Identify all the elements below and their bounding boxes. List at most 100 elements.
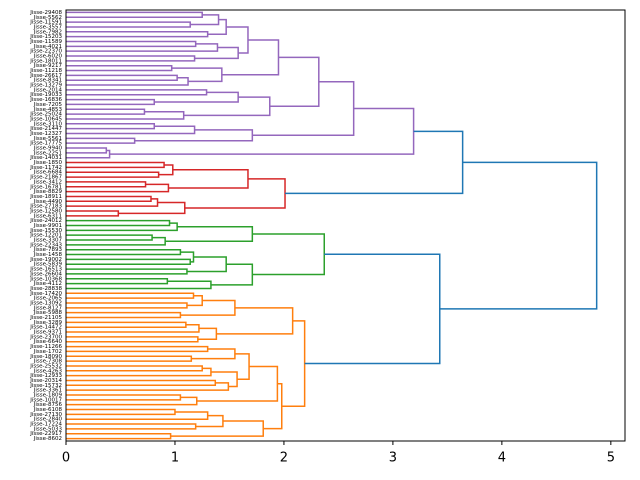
link: [66, 183, 170, 193]
link: [66, 98, 156, 106]
leaf-label: Jisse-16836: [29, 97, 62, 103]
link: [66, 55, 196, 62]
leaf-label: Jisse-21447: [29, 126, 62, 132]
link: [190, 14, 220, 26]
leaf-label: Jisse-1458: [33, 252, 63, 258]
link: [66, 137, 136, 144]
link: [66, 278, 169, 285]
leaf-label: Jisse-2065: [33, 296, 63, 302]
leaf-label: Jisse-14031: [29, 155, 62, 161]
leaf-label: Jisse-4112: [33, 281, 62, 287]
leaf-label: Jisse-9217: [33, 63, 63, 69]
link: [154, 91, 239, 103]
leaf-label: Jisse-25024: [29, 112, 62, 118]
link: [66, 198, 159, 207]
link: [66, 110, 185, 120]
link: [210, 263, 254, 286]
link: [66, 43, 219, 52]
link: [165, 225, 254, 242]
link: [66, 147, 108, 154]
leaf-label: Jisse-5839: [33, 262, 63, 268]
leaf-label: Jisse-17224: [29, 422, 62, 428]
leaf-label: Jisse-18011: [29, 58, 62, 64]
link: [252, 81, 355, 137]
leaf-label: Jisse-23700: [29, 334, 62, 340]
link: [216, 307, 294, 335]
link: [168, 169, 249, 189]
leaf-label: Jisse-26617: [29, 73, 62, 79]
leaf-label: Jisse-15732: [29, 383, 62, 389]
leaf-label: Jisse-9940: [33, 146, 63, 152]
leaf-label: Jisse-12201: [29, 233, 62, 239]
leaf-label: Jisse-5988: [33, 310, 63, 316]
leaf-label: Jisse-8341: [33, 78, 62, 84]
leaf-label: Jisse-8829: [33, 189, 63, 195]
link: [186, 294, 203, 307]
link: [66, 181, 147, 188]
x-tick-label: 0: [62, 451, 70, 466]
leaf-label: Jisse-2251: [33, 150, 62, 156]
leaf-label: Jisse-14472: [29, 325, 62, 331]
leaf-label: Jisse-10645: [29, 116, 62, 122]
leaf-label: Jisse-22370: [29, 49, 62, 55]
link: [66, 379, 217, 387]
link: [304, 253, 441, 365]
leaf-label: Jisse-17775: [29, 141, 62, 147]
leaf-label: Jisse-5562: [33, 15, 62, 21]
link: [183, 96, 271, 117]
leaf-label: Jisse-18090: [29, 354, 62, 360]
link: [66, 324, 200, 333]
link: [66, 394, 182, 401]
leaf-label: Jisse-1702: [33, 349, 62, 355]
leaf-label: Jisse-5561: [33, 136, 62, 142]
link: [66, 171, 160, 178]
link: [66, 411, 209, 420]
link: [66, 345, 209, 353]
leaf-label: Jisse-24012: [29, 218, 62, 224]
leaf-label: Jisse-3289: [33, 320, 63, 326]
leaf-label: Jisse-6640: [33, 339, 63, 345]
leaf-label: Jisse-17420: [29, 291, 62, 297]
leaf-label: Jisse-1850: [33, 160, 63, 166]
link: [180, 251, 195, 263]
leaf-label: Jisse-2840: [33, 417, 63, 423]
link: [285, 130, 464, 195]
leaf-label: Jisse-15203: [29, 34, 62, 40]
leaf-label: Jisse-2014: [33, 87, 63, 93]
leaf-label: Jisse-13092: [29, 300, 62, 306]
leaf-label: Jisse-16513: [29, 267, 62, 273]
link: [66, 423, 197, 430]
x-tick-label: 5: [607, 451, 615, 466]
link: [66, 89, 208, 96]
link: [66, 77, 189, 86]
link: [66, 210, 120, 217]
leaf-label: Jisse-15530: [29, 228, 62, 234]
leaf-label: Jisse-27130: [29, 412, 62, 418]
leaf-label: Jisse-6684: [33, 170, 63, 176]
link: [226, 26, 249, 54]
link: [66, 108, 146, 115]
link: [66, 432, 172, 440]
link: [66, 268, 188, 275]
leaf-label: Jisse-6311: [33, 213, 62, 219]
leaf-label: Jisse-18911: [29, 194, 62, 200]
link: [194, 46, 239, 60]
leaf-label: Jisse-6020: [33, 54, 63, 60]
link: [186, 256, 227, 273]
leaf-label: Jisse-3412: [33, 179, 62, 185]
link: [109, 107, 415, 155]
link: [66, 222, 178, 232]
link: [263, 383, 283, 430]
leaf-label: Jisse-21105: [29, 315, 62, 321]
link: [158, 164, 174, 176]
leaf-label: Jisse-12933: [29, 373, 62, 379]
leaf-label: Jisse-26604: [29, 271, 62, 277]
link: [66, 248, 182, 256]
link: [66, 336, 199, 343]
link: [197, 327, 218, 341]
leaf-label: Jisse-19002: [29, 257, 62, 263]
link: [66, 292, 195, 299]
leaf-label: Jisse-28838: [29, 286, 62, 292]
leaf-label: Jisse-4853: [33, 107, 63, 113]
link: [66, 195, 152, 203]
